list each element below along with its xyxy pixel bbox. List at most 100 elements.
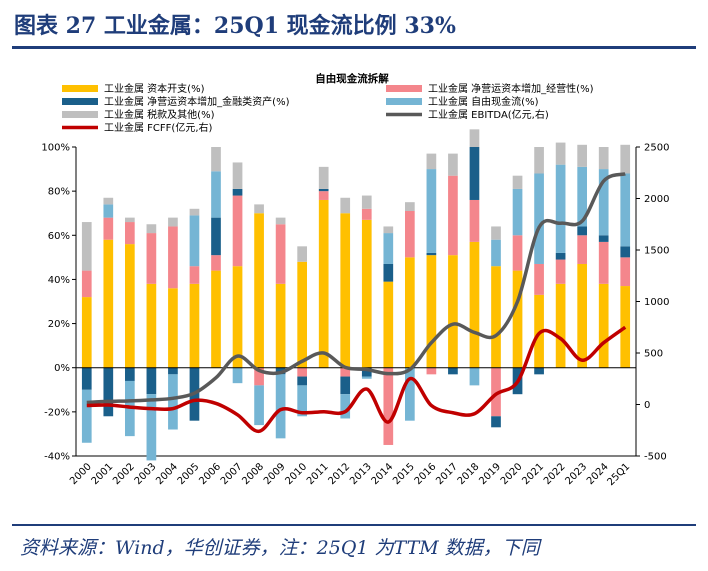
legend-swatch <box>386 98 422 105</box>
bar-segment <box>146 283 157 368</box>
bar-segment <box>275 217 286 225</box>
bar-segment <box>426 252 437 256</box>
bar-segment <box>512 270 523 368</box>
bar-segment <box>598 147 609 170</box>
bar-segment <box>448 175 458 256</box>
bar-segment <box>103 217 114 240</box>
x-tick-label: 2021 <box>520 461 546 487</box>
bar-segment <box>361 195 372 209</box>
bar-segment <box>555 142 566 165</box>
bar-segment <box>211 147 221 172</box>
bar-segment <box>146 367 157 395</box>
bar-segment <box>620 257 631 287</box>
bar-segment <box>125 222 135 245</box>
bar-segment <box>405 211 415 258</box>
bar-segment <box>448 153 458 176</box>
bar-segment <box>448 255 458 368</box>
bar-segment <box>577 263 587 368</box>
y-right-tick-label: 1000 <box>644 297 669 308</box>
y-right-tick-label: 1500 <box>644 246 669 257</box>
bar-segment <box>189 215 200 267</box>
bar-segment <box>125 367 135 381</box>
y-right-tick-label: 2000 <box>644 194 669 205</box>
x-tick-label: 2019 <box>477 461 503 487</box>
bar-segment <box>577 144 587 167</box>
bar-segment <box>232 162 243 189</box>
bottom-rule <box>12 524 696 526</box>
bar-segment <box>232 195 243 267</box>
bar-segment <box>534 263 544 295</box>
bar-segment <box>189 283 200 368</box>
bar-segment <box>168 217 178 227</box>
bar-segment <box>620 173 631 247</box>
bar-segment <box>81 367 92 390</box>
bar-segment <box>297 367 307 377</box>
bar-segment <box>555 259 566 284</box>
bar-segment <box>448 367 458 375</box>
x-tick-label: 2022 <box>542 461 568 487</box>
legend-label: 工业金属 自由现金流(%) <box>428 95 539 108</box>
legend-label: 工业金属 资本开支(%) <box>104 82 205 95</box>
x-tick-label: 2003 <box>133 461 159 487</box>
bar-segment <box>318 191 329 200</box>
bar-segment <box>318 188 329 192</box>
bar-segment <box>512 235 523 271</box>
bar-segment <box>598 235 609 242</box>
bar-segment <box>405 367 415 421</box>
legend: 工业金属 资本开支(%) 工业金属 净营运资本增加_经营性(%) 工业金属 净营运资… <box>62 82 594 134</box>
series-line <box>86 172 626 405</box>
x-tick-label: 25Q1 <box>605 461 632 488</box>
y-left-tick-label: 40% <box>48 275 70 286</box>
bar-segment <box>534 173 544 264</box>
x-tick-label: 2006 <box>197 461 223 487</box>
x-tick-label: 2017 <box>434 461 460 487</box>
x-tick-label: 2011 <box>305 461 331 487</box>
bar-segment <box>469 147 480 200</box>
x-tick-label: 2014 <box>370 461 396 487</box>
bar-segment <box>361 219 372 368</box>
bar-segment <box>383 233 394 264</box>
title-rule <box>12 46 696 49</box>
series-line <box>86 325 627 434</box>
x-tick-label: 2023 <box>563 461 589 487</box>
y-right-tick-label: 2500 <box>644 143 669 154</box>
bar-segment <box>168 367 178 375</box>
bar-segment <box>168 288 178 368</box>
bar-segment <box>598 241 609 284</box>
bar-segment <box>125 217 135 223</box>
bar-segment <box>211 270 221 368</box>
bar-segment <box>534 147 544 174</box>
bar-segment <box>125 244 135 368</box>
bar-segment <box>555 164 566 253</box>
bar-segment <box>146 224 157 234</box>
bar-segment <box>81 297 92 368</box>
x-tick-label: 2020 <box>499 461 525 487</box>
legend-label: 工业金属 EBITDA(亿元,右) <box>428 108 549 121</box>
bar-segment <box>598 283 609 368</box>
bar-segment <box>491 416 501 428</box>
bar-segment <box>383 263 394 282</box>
figure-title: 图表 27 工业金属：25Q1 现金流比例 33% <box>14 13 456 39</box>
bar-segment <box>469 241 480 368</box>
bar-segment <box>318 166 329 189</box>
legend-label: 工业金属 净营运资本增加_金融类资产(%) <box>104 95 290 108</box>
x-tick-label: 2004 <box>154 461 180 487</box>
y-right-tick-label: 500 <box>644 349 663 360</box>
bar-segment <box>103 197 114 205</box>
bar-segment <box>426 169 437 253</box>
plot-area: 100% 80% 60% 40% 20% 0% -20% -40% 2500 2000 1500 10… <box>41 129 669 488</box>
legend-swatch <box>62 111 98 118</box>
x-tick-label: 2016 <box>413 461 439 487</box>
x-tick-label: 2000 <box>68 461 94 487</box>
bar-segment <box>103 204 114 218</box>
bar-segment <box>340 197 351 214</box>
bar-segment <box>232 367 243 384</box>
bar-segment <box>297 246 307 262</box>
bar-segment <box>340 376 351 395</box>
bar-segment <box>340 394 351 419</box>
bar-segment <box>361 376 372 379</box>
y-left-tick-label: 100% <box>41 143 70 154</box>
free-cash-flow-chart: 自由现金流拆解 工业金属 资本开支(%) 工业金属 净营运资本增加_经营性(%)工… <box>41 72 669 488</box>
x-tick-label: 2018 <box>456 461 482 487</box>
bar-segment <box>405 202 415 212</box>
